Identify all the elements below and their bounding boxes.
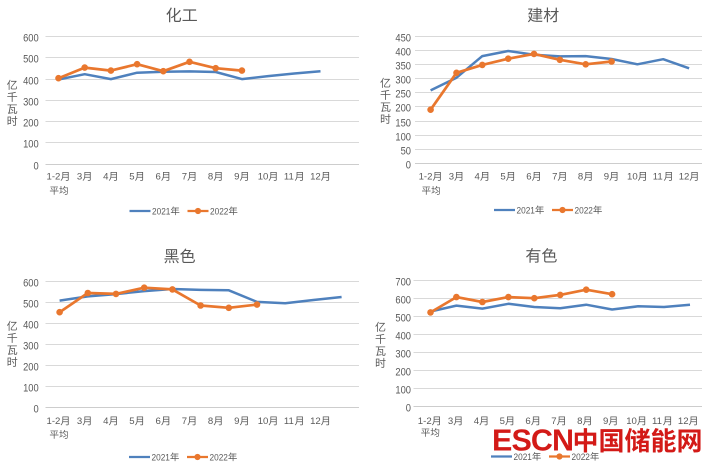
svg-text:7: 7 [182, 416, 187, 427]
svg-text:4: 4 [103, 172, 109, 183]
svg-text:1-2: 1-2 [419, 172, 433, 183]
svg-text:8: 8 [208, 416, 213, 427]
svg-text:1-2: 1-2 [47, 172, 61, 183]
svg-text:10: 10 [258, 416, 269, 427]
svg-text:500: 500 [23, 299, 39, 311]
svg-text:100: 100 [395, 132, 411, 144]
svg-text:8: 8 [578, 172, 583, 183]
svg-text:11: 11 [284, 172, 294, 183]
svg-text:ESCN: ESCN [492, 424, 573, 458]
svg-text:500: 500 [395, 313, 411, 325]
svg-text:12: 12 [679, 172, 690, 183]
svg-text:0: 0 [406, 160, 411, 172]
svg-text:12: 12 [310, 416, 321, 427]
svg-text:2021: 2021 [152, 206, 170, 217]
svg-text:7: 7 [182, 172, 187, 183]
svg-text:700: 700 [395, 277, 411, 289]
svg-text:12: 12 [310, 172, 321, 183]
svg-text:1-2: 1-2 [47, 416, 61, 427]
svg-text:4: 4 [475, 172, 481, 183]
svg-text:6: 6 [526, 172, 531, 183]
svg-text:300: 300 [23, 341, 39, 353]
svg-text:2022: 2022 [572, 451, 590, 462]
svg-text:9: 9 [234, 416, 239, 427]
svg-text:5: 5 [500, 416, 505, 427]
svg-text:150: 150 [395, 118, 411, 130]
svg-text:50: 50 [401, 146, 412, 158]
svg-text:2022: 2022 [575, 205, 593, 216]
svg-text:5: 5 [129, 172, 134, 183]
svg-text:1-2: 1-2 [418, 416, 432, 427]
svg-text:300: 300 [23, 97, 39, 109]
svg-text:100: 100 [395, 385, 411, 397]
svg-text:5: 5 [129, 416, 134, 427]
svg-text:200: 200 [23, 118, 39, 130]
svg-text:12: 12 [678, 416, 689, 427]
svg-text:9: 9 [234, 172, 239, 183]
svg-text:7: 7 [551, 416, 556, 427]
svg-text:300: 300 [395, 75, 411, 87]
svg-text:600: 600 [23, 278, 39, 290]
svg-text:3: 3 [448, 416, 453, 427]
svg-text:2022: 2022 [210, 206, 228, 217]
svg-text:200: 200 [395, 103, 411, 115]
svg-text:400: 400 [395, 331, 411, 343]
svg-text:500: 500 [23, 54, 39, 66]
svg-text:9: 9 [604, 172, 609, 183]
svg-text:2021: 2021 [514, 451, 532, 462]
svg-text:4: 4 [474, 416, 480, 427]
svg-text:3: 3 [449, 172, 454, 183]
svg-text:3: 3 [77, 416, 82, 427]
svg-text:300: 300 [395, 349, 411, 361]
svg-text:400: 400 [395, 47, 411, 59]
svg-text:400: 400 [23, 320, 39, 332]
svg-text:3: 3 [77, 172, 82, 183]
svg-text:10: 10 [627, 172, 638, 183]
svg-text:6: 6 [156, 172, 161, 183]
svg-text:4: 4 [103, 416, 109, 427]
svg-text:9: 9 [603, 416, 608, 427]
svg-text:11: 11 [652, 416, 662, 427]
svg-text:10: 10 [258, 172, 269, 183]
svg-text:2021: 2021 [517, 205, 535, 216]
svg-text:2022: 2022 [210, 452, 228, 463]
svg-text:0: 0 [34, 161, 39, 173]
svg-text:6: 6 [156, 416, 161, 427]
svg-text:600: 600 [23, 33, 39, 45]
svg-text:200: 200 [23, 362, 39, 374]
svg-text:600: 600 [395, 295, 411, 307]
svg-text:0: 0 [34, 404, 39, 416]
svg-text:350: 350 [395, 61, 411, 73]
svg-text:8: 8 [208, 172, 213, 183]
svg-text:250: 250 [395, 89, 411, 101]
svg-text:2021: 2021 [152, 452, 170, 463]
svg-text:100: 100 [23, 383, 39, 395]
svg-text:11: 11 [284, 416, 294, 427]
svg-text:10: 10 [626, 416, 637, 427]
svg-text:7: 7 [552, 172, 557, 183]
svg-text:200: 200 [395, 367, 411, 379]
svg-text:6: 6 [525, 416, 530, 427]
svg-text:450: 450 [395, 33, 411, 45]
svg-text:0: 0 [406, 403, 411, 415]
svg-text:400: 400 [23, 76, 39, 88]
svg-text:100: 100 [23, 139, 39, 151]
svg-text:8: 8 [577, 416, 582, 427]
svg-text:5: 5 [500, 172, 505, 183]
svg-text:11: 11 [653, 172, 663, 183]
